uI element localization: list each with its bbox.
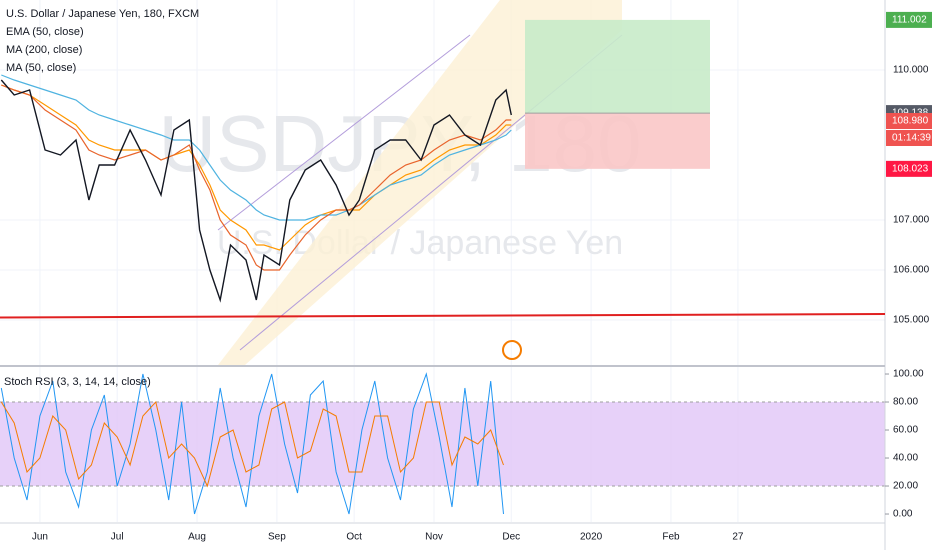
- y-tick-label: 0.00: [893, 509, 913, 520]
- y-tick-label: 80.00: [893, 397, 918, 408]
- profit-zone: [525, 19, 710, 114]
- price-tag-label: 111.002: [892, 15, 927, 26]
- x-tick-label: Feb: [662, 532, 680, 543]
- legend-entry: MA (200, close): [6, 44, 82, 56]
- y-tick-label: 110.000: [893, 65, 929, 76]
- stoch-band: [0, 402, 885, 487]
- indicator-line: [1, 74, 512, 221]
- indicator-line: [1, 84, 512, 251]
- y-tick-label: 107.000: [893, 215, 930, 226]
- x-tick-label: Sep: [268, 532, 286, 543]
- legend-entry: EMA (50, close): [6, 26, 84, 38]
- x-tick-label: Jun: [32, 532, 48, 543]
- y-tick-label: 106.000: [893, 265, 930, 276]
- stoch-line: [0, 400, 504, 488]
- x-tick-label: 2020: [580, 532, 603, 543]
- price-tag: [886, 11, 932, 28]
- y-tick-label: 105.000: [893, 315, 930, 326]
- watermark-subtitle: U.S. Dollar / Japanese Yen: [217, 224, 623, 262]
- price-tag: [886, 113, 932, 129]
- y-tick-label: 100.00: [893, 369, 924, 380]
- price-tag: [886, 130, 932, 146]
- channel-line: [217, 34, 471, 231]
- loss-zone: [525, 113, 710, 169]
- support-line: [0, 313, 886, 319]
- price-tag-label: 01:14:39: [892, 133, 931, 144]
- y-tick-label: 40.00: [893, 453, 918, 464]
- price-tag-label: 108.023: [892, 163, 929, 174]
- x-tick-label: 27: [732, 532, 744, 543]
- y-tick-label: 60.00: [893, 425, 918, 436]
- x-tick-label: Oct: [346, 532, 362, 543]
- y-tick-label: 20.00: [893, 481, 918, 492]
- stoch-line: [0, 372, 504, 515]
- chart-title: U.S. Dollar / Japanese Yen, 180, FXCM: [6, 8, 199, 20]
- price-tag-label: 108.980: [892, 116, 929, 127]
- x-tick-label: Nov: [425, 532, 443, 543]
- legend-entry: MA (50, close): [6, 62, 76, 74]
- event-icon[interactable]: [502, 340, 522, 360]
- indicator-line: [1, 84, 512, 271]
- price-tag: [886, 160, 932, 177]
- x-tick-label: Dec: [502, 532, 520, 543]
- x-tick-label: Aug: [188, 532, 206, 543]
- pane-title: Stoch RSI (3, 3, 14, 14, close): [4, 376, 151, 388]
- channel-fill: [218, 0, 622, 365]
- price-line: [0, 79, 512, 303]
- x-tick-label: Jul: [111, 532, 124, 543]
